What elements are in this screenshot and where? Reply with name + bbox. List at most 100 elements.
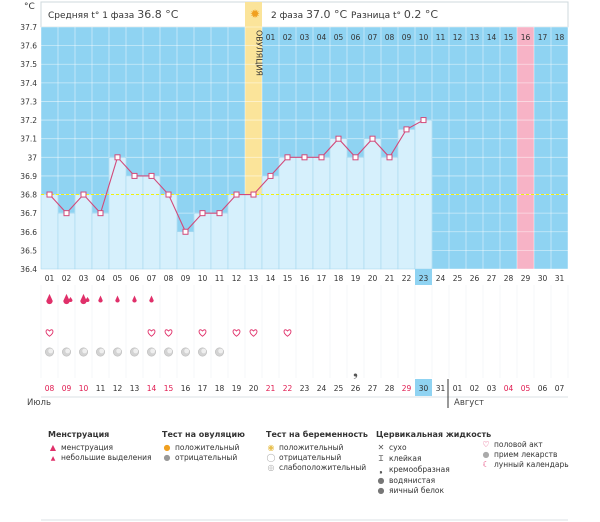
cycle-day-label: 03	[79, 274, 89, 283]
date-label: 26	[351, 384, 361, 393]
temperature-point	[80, 191, 87, 198]
y-tick-label: 37.6	[20, 42, 37, 51]
top-cycle-day-label: 01	[266, 33, 276, 42]
top-cycle-day-label: 16	[521, 33, 531, 42]
dry-icon: ✕	[377, 443, 385, 452]
temperature-point	[97, 210, 104, 217]
top-cycle-day-label: 04	[317, 33, 327, 42]
top-cycle-day-label: 14	[487, 33, 497, 42]
temperature-point	[114, 154, 121, 161]
date-label: 21	[266, 384, 276, 393]
cycle-day-label: 28	[504, 274, 514, 283]
intercourse-heart	[198, 329, 207, 337]
legend-other: ♡ половой акт ● прием лекарств ☾ лунный кал…	[481, 438, 568, 469]
y-tick-label: 37.3	[20, 97, 37, 106]
legend-menstruation-title: Менструация	[48, 430, 110, 439]
month-july: Июль	[27, 398, 51, 408]
intercourse-heart	[164, 329, 173, 337]
date-label: 07	[555, 384, 565, 393]
y-tick-label: 37.5	[20, 60, 37, 69]
date-label: 18	[215, 384, 225, 393]
date-label: 11	[96, 384, 106, 393]
today-cycle-day-highlight	[415, 269, 432, 285]
cycle-day-label: 14	[266, 274, 276, 283]
moon-calendar-marker-shade	[82, 348, 88, 354]
temperature-difference: Разница t° 0.2 °C	[351, 8, 438, 21]
temperature-point	[403, 126, 410, 133]
y-tick-label: 36.4	[20, 265, 37, 274]
top-cycle-day-label: 09	[402, 33, 412, 42]
temperature-bar	[295, 157, 314, 270]
moon-calendar-icon: ☾	[482, 460, 490, 469]
temperature-bar	[176, 231, 195, 270]
date-label: 12	[113, 384, 123, 393]
temperature-point	[199, 210, 206, 217]
legend-pregnancy-test: Тест на беременность ◉ положительный ◯ отр…	[266, 430, 368, 472]
date-label: 08	[45, 384, 55, 393]
legend-ovulation-test: Тест на овуляцию ● положительный ● отрицат…	[162, 430, 245, 462]
phase1-value: 36.8 °C	[137, 8, 179, 21]
date-label: 27	[368, 384, 378, 393]
top-cycle-day-label: 08	[385, 33, 395, 42]
top-cycle-day-label: 03	[300, 33, 310, 42]
menstruation-drop	[132, 295, 137, 303]
pregnancy-negative-icon: ◯	[266, 453, 276, 462]
cycle-day-label: 26	[470, 274, 480, 283]
y-tick-label: 37	[27, 153, 37, 162]
top-cycle-day-label: 13	[470, 33, 480, 42]
y-tick-label: 36.6	[20, 228, 37, 237]
intercourse-heart	[45, 329, 54, 337]
cycle-day-label: 25	[453, 274, 463, 283]
moon-calendar-marker-shade	[167, 348, 173, 354]
top-cycle-day-label: 18	[555, 33, 565, 42]
phase2-label: 2 фаза	[271, 11, 304, 21]
date-label: 09	[62, 384, 72, 393]
temperature-bar	[244, 194, 263, 270]
menstruation-drop	[98, 295, 103, 303]
heart-icon: ♡	[482, 440, 490, 449]
menstruation-drop	[149, 295, 154, 303]
date-label: 02	[470, 384, 480, 393]
moon-calendar-marker-shade	[133, 348, 139, 354]
date-label: 05	[521, 384, 531, 393]
legend-item: ▲ небольшие выделения	[48, 453, 152, 462]
temperature-point	[420, 117, 427, 124]
date-label: 10	[79, 384, 89, 393]
pregnancy-weak-icon: ◎	[267, 463, 275, 472]
date-label: 20	[249, 384, 259, 393]
date-label: 31	[436, 384, 446, 393]
date-label: 23	[300, 384, 310, 393]
legend-item: ♡ половой акт	[482, 440, 543, 449]
moon-calendar-marker-shade	[184, 348, 190, 354]
temperature-bar	[380, 157, 399, 270]
y-tick-label: 37.7	[20, 23, 37, 32]
intercourse-heart	[147, 329, 156, 337]
legend-item: ● отрицательный	[163, 453, 238, 462]
cycle-day-label: 06	[130, 274, 140, 283]
cycle-day-label: 04	[96, 274, 106, 283]
sticky-icon: Ɪ	[378, 454, 384, 463]
cycle-day-label: 13	[249, 274, 259, 283]
temperature-point	[131, 172, 138, 179]
temperature-bar	[125, 175, 144, 270]
temperature-bar	[142, 175, 161, 270]
y-tick-label: 37.4	[20, 79, 37, 88]
temperature-point	[216, 210, 223, 217]
temperature-bar	[91, 212, 110, 270]
legend-item: ◯ отрицательный	[266, 453, 342, 462]
cycle-day-label: 20	[368, 274, 378, 283]
legend-item: ◎ слабоположительный	[267, 463, 367, 472]
temperature-bar	[57, 212, 76, 270]
phase2-average: 2 фаза 37.0 °C	[271, 8, 347, 21]
temperature-bar	[329, 138, 348, 270]
date-label: 29	[402, 384, 412, 393]
top-cycle-day-label: 11	[436, 33, 446, 42]
temperature-bar	[346, 157, 365, 270]
legend-ovulation-title: Тест на овуляцию	[162, 430, 245, 439]
legend-item: ● яичный белок	[377, 486, 445, 495]
date-label: 06	[538, 384, 548, 393]
moon-calendar-marker-shade	[65, 348, 71, 354]
pregnancy-positive-icon: ◉	[267, 443, 275, 452]
top-cycle-day-label: 07	[368, 33, 378, 42]
